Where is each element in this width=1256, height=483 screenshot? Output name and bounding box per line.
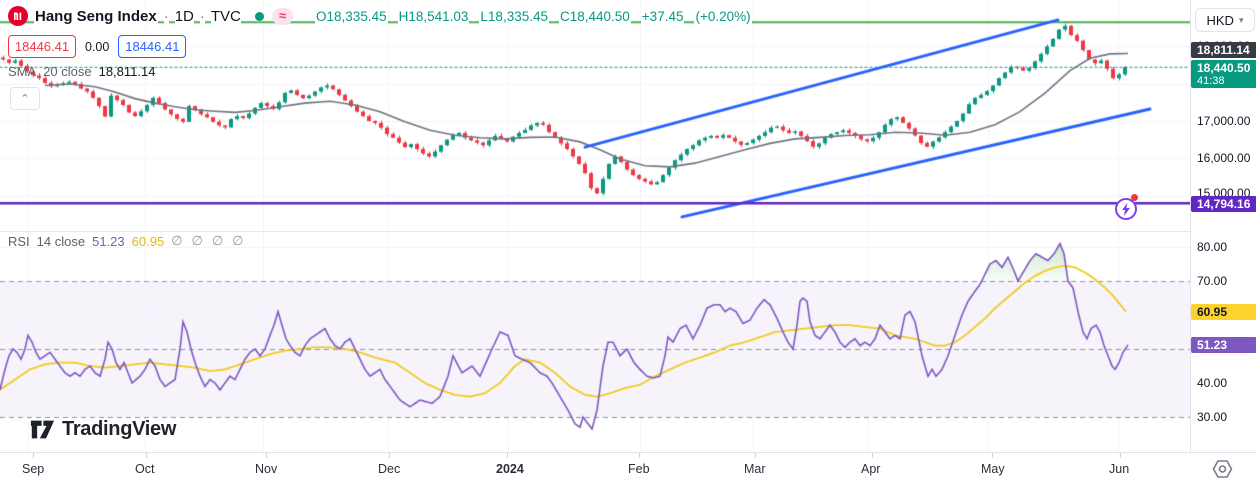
time-axis-tickmark [146,453,147,458]
time-axis-label: Sep [22,462,45,476]
low-value: L18,335.45 [479,8,549,24]
ohlc-readout: O18,335.45 H18,541.03 L18,335.45 C18,440… [315,8,752,24]
time-axis-label: Jun [1109,462,1130,476]
sell-button[interactable]: 18446.41 [8,35,76,58]
sma-params: 20 close [43,64,92,79]
open-value: O18,335.45 [315,8,388,24]
rsi-axis-tick: 80.00 [1197,240,1228,254]
empty-plot-value: ∅ [232,233,244,248]
time-axis-tickmark [33,453,34,458]
empty-plot-value: ∅ [171,233,183,248]
time-axis-tickmark [992,453,993,458]
time-axis-tickmark [872,453,873,458]
trade-panel: 18446.41 0.00 18446.41 [8,35,187,58]
chevron-down-icon: ▾ [1238,14,1244,25]
symbol-legend[interactable]: Hang Seng Index · 1D · TVC ≈ O18,335.45 … [8,6,752,26]
sma-axis-badge: 18,811.14 [1191,42,1256,58]
time-axis[interactable]: Sep Oct Nov Dec 2024 Feb Mar Apr May Jun [0,452,1256,483]
high-value: H18,541.03 [397,8,470,24]
rsi-value-axis-badge: 51.23 [1191,337,1256,353]
last-price-axis-badge: 18,440.50 41:38 [1191,60,1256,88]
rsi-axis-tick: 40.00 [1197,376,1228,390]
time-axis-tickmark [507,453,508,458]
time-axis-tickmark [1120,453,1121,458]
time-axis-tickmark [755,453,756,458]
sma-legend[interactable]: SMA 20 close 18,811.14 [8,64,155,79]
last-price: 18,440.50 [1197,61,1251,75]
separator: · [163,7,169,25]
time-axis-tickmark [266,453,267,458]
alert-axis-badge: 14,794.16 [1191,196,1256,212]
tradingview-brand[interactable]: TradingView [30,418,176,441]
rsi-name: RSI [8,233,30,249]
tradingview-wordmark: TradingView [62,418,177,440]
time-axis-label: Apr [861,462,881,476]
rsi-pane-canvas[interactable] [0,232,1190,452]
time-axis-label: Feb [628,462,650,476]
bar-countdown: 41:38 [1197,75,1225,87]
rsi-params: 14 close [36,233,86,249]
time-axis-label: 2024 [496,462,524,476]
change-value: +37.45 [640,8,685,24]
separator: · [199,7,205,25]
exchange-label[interactable]: TVC [210,7,241,25]
price-axis-tick: 17,000.00 [1197,114,1251,128]
empty-plot-value: ∅ [211,233,224,248]
rsi-legend[interactable]: RSI 14 close 51.23 60.95 ∅ ∅ ∅ ∅ [8,233,244,249]
sma-name: SMA [8,64,37,79]
currency-label: HKD [1206,12,1234,28]
market-status-icon[interactable] [254,11,264,21]
price-pane-canvas[interactable] [0,0,1190,232]
buy-button[interactable]: 18446.41 [118,35,187,58]
rsi-axis-tick: 30.00 [1197,410,1228,424]
rsi-ma-axis-badge: 60.95 [1191,304,1256,320]
collapse-legend-button[interactable]: ⌃ [10,87,40,110]
sma-value: 18,811.14 [98,64,156,79]
chevron-up-icon: ⌃ [20,93,30,105]
pane-divider[interactable] [0,231,1190,232]
rsi-value: 51.23 [92,233,125,249]
rsi-ma-value: 60.95 [131,233,165,249]
time-axis-label: Mar [744,462,766,476]
tradingview-logo-icon [30,420,55,439]
time-axis-tickmark [389,453,390,458]
time-axis-tickmark [639,453,640,458]
alert-lightning-icon[interactable] [1115,198,1137,220]
time-axis-label: May [981,462,1005,476]
rsi-axis-tick: 70.00 [1197,274,1228,288]
symbol-title[interactable]: Hang Seng Index [34,7,158,25]
currency-selector[interactable]: HKD ▾ [1195,8,1255,32]
interval-label[interactable]: 1D [174,7,194,25]
time-axis-label: Oct [135,462,155,476]
spread-value: 0.00 [85,39,110,54]
empty-plot-value: ∅ [191,233,203,248]
delayed-data-icon[interactable]: ≈ [271,7,294,25]
symbol-logo-icon [8,6,28,26]
time-axis-label: Nov [255,462,278,476]
price-axis-tick: 16,000.00 [1197,151,1251,165]
rsi-empty-values: ∅ ∅ ∅ ∅ [171,233,243,249]
time-axis-label: Dec [378,462,401,476]
alert-notification-dot [1131,194,1138,201]
close-value: C18,440.50 [558,8,631,24]
settings-gear-icon[interactable] [1212,459,1233,483]
change-percent: (+0.20%) [694,8,752,24]
